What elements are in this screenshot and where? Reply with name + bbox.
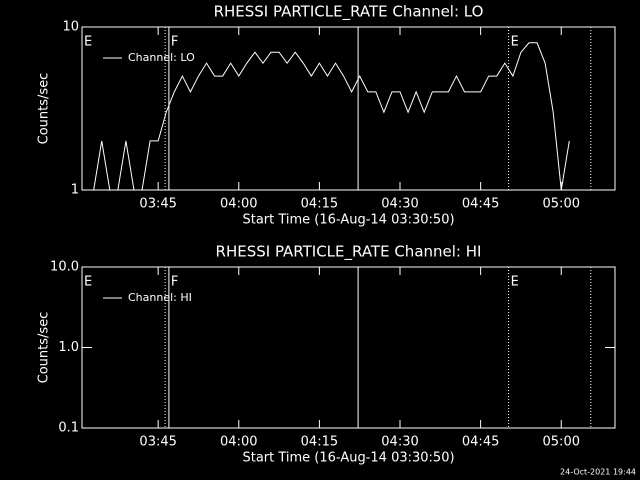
x-tick-label: 04:15 xyxy=(301,435,338,450)
x-tick-label: 05:00 xyxy=(543,197,580,212)
x-tick-label: 04:15 xyxy=(301,197,338,212)
y-tick-label: 0.1 xyxy=(58,421,79,436)
y-tick-label: 10.0 xyxy=(50,260,79,275)
x-tick-label: 04:45 xyxy=(462,435,499,450)
x-axis-label: Start Time (16-Aug-14 03:30:50) xyxy=(242,213,454,228)
x-tick-label: 03:45 xyxy=(139,435,176,450)
data-line xyxy=(93,42,570,191)
time-marker-label: E xyxy=(84,275,92,290)
x-tick-label: 04:00 xyxy=(220,197,257,212)
x-tick-label: 04:00 xyxy=(220,435,257,450)
x-axis-label: Start Time (16-Aug-14 03:30:50) xyxy=(242,451,454,466)
time-marker-label: E xyxy=(511,275,519,290)
x-tick-label: 04:30 xyxy=(381,435,418,450)
x-tick-label: 04:45 xyxy=(462,197,499,212)
legend-label: Channel: HI xyxy=(128,291,192,304)
y-axis-label: Counts/sec xyxy=(37,73,52,145)
y-tick-label: 1.0 xyxy=(58,340,79,355)
time-marker-label: F xyxy=(171,35,178,50)
y-tick-label: 1 xyxy=(71,183,79,198)
x-tick-label: 05:00 xyxy=(543,435,580,450)
x-tick-label: 03:45 xyxy=(139,197,176,212)
x-tick-label: 04:30 xyxy=(381,197,418,212)
footer: 24-Oct-2021 19:44 xyxy=(560,468,636,477)
legend-label: Channel: LO xyxy=(128,51,195,64)
y-tick-label: 10 xyxy=(62,20,79,35)
chart-title: RHESSI PARTICLE_RATE Channel: HI xyxy=(216,243,482,262)
chart-title: RHESSI PARTICLE_RATE Channel: LO xyxy=(214,3,484,22)
y-axis-label: Counts/sec xyxy=(37,312,52,384)
time-marker-label: E xyxy=(511,35,519,50)
time-marker-label: F xyxy=(171,275,178,290)
time-marker-label: E xyxy=(84,35,92,50)
